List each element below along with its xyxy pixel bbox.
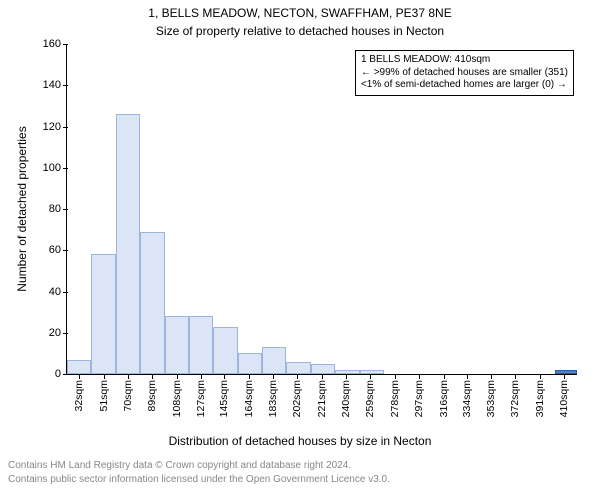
y-tick-label: 160 — [43, 38, 67, 50]
x-tick-label: 240sqm — [340, 374, 352, 417]
x-tick-label: 89sqm — [146, 374, 158, 412]
x-tick-label: 278sqm — [389, 374, 401, 417]
histogram-bar — [67, 360, 91, 374]
x-tick-label: 127sqm — [195, 374, 207, 417]
footer-line: Contains HM Land Registry data © Crown c… — [0, 460, 600, 473]
y-tick-label: 80 — [49, 203, 67, 215]
histogram-bar — [213, 327, 237, 374]
x-tick-label: 202sqm — [291, 374, 303, 417]
x-tick-label: 391sqm — [534, 374, 546, 417]
chart-subtitle: Size of property relative to detached ho… — [0, 24, 600, 38]
x-tick-label: 51sqm — [98, 374, 110, 412]
chart-title: 1, BELLS MEADOW, NECTON, SWAFFHAM, PE37 … — [0, 6, 600, 20]
histogram-bar — [262, 347, 286, 374]
annotation-line: <1% of semi-detached homes are larger (0… — [361, 79, 568, 92]
y-tick-label: 100 — [43, 162, 67, 174]
y-tick-label: 60 — [49, 244, 67, 256]
y-axis-label: Number of detached properties — [15, 126, 29, 291]
x-tick-label: 297sqm — [413, 374, 425, 417]
y-tick-label: 140 — [43, 79, 67, 91]
y-tick-label: 0 — [55, 368, 67, 380]
annotation-line: ← >99% of detached houses are smaller (3… — [361, 67, 568, 80]
x-tick-label: 316sqm — [438, 374, 450, 417]
x-tick-label: 410sqm — [558, 374, 570, 417]
x-axis-label: Distribution of detached houses by size … — [0, 434, 600, 448]
histogram-bar — [189, 316, 213, 374]
histogram-bar — [116, 114, 140, 374]
x-tick-label: 32sqm — [73, 374, 85, 412]
x-tick-label: 372sqm — [509, 374, 521, 417]
histogram-bar — [91, 254, 115, 374]
x-tick-label: 221sqm — [316, 374, 328, 417]
y-tick-label: 40 — [49, 286, 67, 298]
x-tick-label: 164sqm — [243, 374, 255, 417]
annotation-line: 1 BELLS MEADOW: 410sqm — [361, 54, 568, 67]
histogram-bar — [140, 232, 164, 374]
chart-container: 1, BELLS MEADOW, NECTON, SWAFFHAM, PE37 … — [0, 0, 600, 500]
x-tick-label: 353sqm — [485, 374, 497, 417]
x-tick-label: 259sqm — [364, 374, 376, 417]
histogram-bar — [238, 353, 262, 374]
y-tick-label: 20 — [49, 327, 67, 339]
footer-line: Contains public sector information licen… — [0, 474, 600, 487]
x-tick-label: 70sqm — [122, 374, 134, 412]
x-tick-label: 334sqm — [461, 374, 473, 417]
y-tick-label: 120 — [43, 121, 67, 133]
histogram-bar — [165, 316, 189, 374]
histogram-bar — [286, 362, 310, 374]
x-tick-label: 108sqm — [171, 374, 183, 417]
histogram-bar — [311, 364, 335, 374]
x-tick-label: 183sqm — [267, 374, 279, 417]
annotation-box: 1 BELLS MEADOW: 410sqm ← >99% of detache… — [355, 50, 574, 96]
x-tick-label: 145sqm — [218, 374, 230, 417]
